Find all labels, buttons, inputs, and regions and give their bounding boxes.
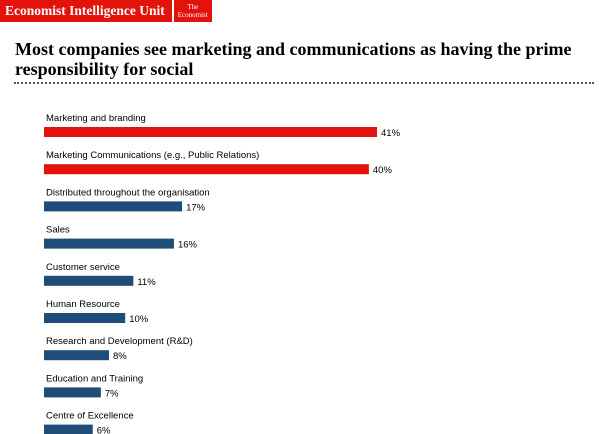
category-label: Human Resource (46, 299, 120, 310)
category-label: Marketing Communications (e.g., Public R… (46, 150, 259, 161)
bar (44, 424, 93, 434)
brand-name: Economist Intelligence Unit (0, 0, 172, 22)
bar (44, 387, 101, 398)
eiu-brand-bar: Economist Intelligence Unit The Economis… (0, 0, 212, 22)
value-label: 17% (186, 202, 206, 213)
bar (44, 201, 183, 212)
bar (44, 127, 377, 137)
value-label: 40% (373, 165, 393, 176)
logo-line-1: The (187, 3, 199, 11)
category-label: Customer service (46, 262, 120, 273)
bar (44, 275, 134, 286)
category-label: Research and Development (R&D) (46, 336, 193, 347)
category-label: Distributed throughout the organisation (46, 187, 210, 198)
value-label: 41% (381, 128, 401, 139)
value-label: 10% (129, 314, 149, 325)
category-label: Sales (46, 225, 70, 236)
value-label: 11% (137, 277, 156, 288)
category-label: Centre of Excellence (46, 411, 134, 422)
category-label: Marketing and branding (46, 113, 146, 124)
value-label: 8% (113, 351, 127, 362)
value-label: 7% (105, 388, 119, 399)
value-label: 6% (97, 426, 111, 434)
logo-line-2: Economist (177, 11, 208, 19)
economist-logo: The Economist (173, 0, 212, 22)
bar (44, 350, 109, 361)
bar (44, 238, 174, 249)
title-divider (14, 82, 594, 84)
chart-title: Most companies see marketing and communi… (15, 39, 572, 79)
bar (44, 164, 369, 175)
value-label: 16% (178, 240, 198, 251)
bar (44, 313, 126, 323)
category-label: Education and Training (46, 373, 143, 384)
